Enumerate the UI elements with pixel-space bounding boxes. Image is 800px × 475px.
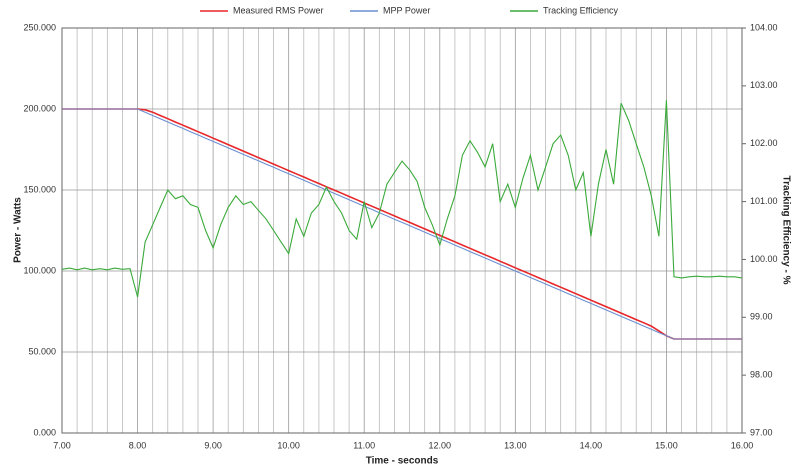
legend-label: Tracking Efficiency — [543, 5, 619, 15]
y2-tick-label: 99.00 — [750, 312, 773, 322]
y2-tick-label: 104.00 — [750, 22, 778, 32]
x-tick-label: 15.00 — [655, 440, 678, 450]
series-line — [62, 108, 742, 340]
y2-tick-label: 100.00 — [750, 254, 778, 264]
x-tick-label: 14.00 — [580, 440, 603, 450]
y-tick-label: 100.000 — [23, 265, 56, 275]
y-tick-label: 50.000 — [28, 346, 56, 356]
y2-tick-label: 103.00 — [750, 80, 778, 90]
legend-label: Measured RMS Power — [233, 5, 324, 15]
y-tick-label: 0.000 — [33, 427, 56, 437]
y2-tick-label: 101.00 — [750, 196, 778, 206]
series-line — [61, 100, 743, 298]
x-tick-label: 7.00 — [53, 440, 71, 450]
y-tick-label: 200.000 — [23, 103, 56, 113]
x-tick-label: 10.00 — [277, 440, 300, 450]
plot-frame — [61, 27, 743, 434]
x-tick-label: 8.00 — [129, 440, 147, 450]
y2-tick-label: 98.00 — [750, 370, 773, 380]
y-axis-label: Power - Watts — [13, 197, 24, 263]
x-tick-label: 13.00 — [504, 440, 527, 450]
x-tick-label: 9.00 — [204, 440, 222, 450]
x-tick-label: 16.00 — [731, 440, 754, 450]
x-tick-label: 11.00 — [353, 440, 375, 450]
y2-tick-label: 97.00 — [750, 427, 773, 437]
x-axis-label: Time - seconds — [366, 456, 439, 467]
y2-tick-label: 102.00 — [750, 138, 778, 148]
series-line — [62, 108, 742, 340]
y-tick-label: 150.000 — [23, 184, 56, 194]
y2-axis-label: Tracking Efficiency - % — [780, 176, 791, 285]
y-tick-label: 250.000 — [23, 22, 56, 32]
legend-label: MPP Power — [383, 5, 430, 15]
x-tick-label: 12.00 — [429, 440, 452, 450]
